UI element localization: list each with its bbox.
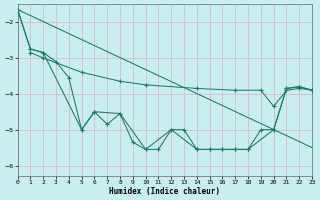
X-axis label: Humidex (Indice chaleur): Humidex (Indice chaleur) [109, 187, 220, 196]
